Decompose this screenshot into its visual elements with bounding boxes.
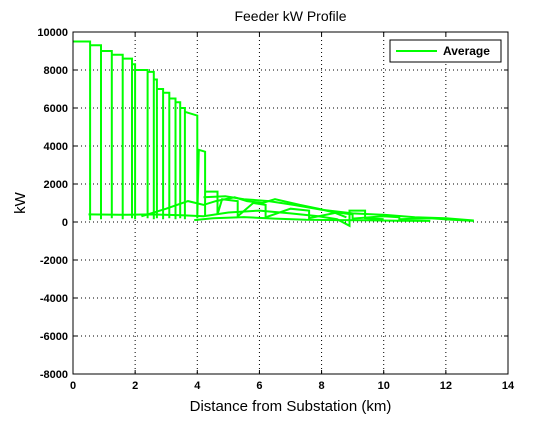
legend-label-average: Average <box>443 44 490 58</box>
legend-box <box>389 39 502 63</box>
y-tick-label: 0 <box>62 217 68 229</box>
plot-series-group <box>73 40 474 228</box>
y-axis-label: kW <box>12 191 29 214</box>
y-tick-label: 6000 <box>44 103 68 115</box>
x-tick-label: 0 <box>70 380 76 392</box>
legend: Average <box>389 39 502 63</box>
x-tick-label: 6 <box>256 380 262 392</box>
x-axis-label: Distance from Substation (km) <box>190 398 392 415</box>
x-tick-label: 12 <box>440 380 452 392</box>
axes-frame <box>72 31 509 375</box>
x-tick-label: 14 <box>502 380 515 392</box>
y-tick-label: -4000 <box>40 293 68 305</box>
series-line-3 <box>203 195 474 222</box>
y-tick-label: 4000 <box>44 141 68 153</box>
y-tick-label: -6000 <box>40 331 68 343</box>
tick-marks <box>72 31 509 375</box>
y-tick-label: -2000 <box>40 255 68 267</box>
tick-labels: 0 2 4 6 8 10 12 14 10000 8000 6000 4000 2000 0 -2000 -4… <box>37 27 515 392</box>
chart-title: Feeder kW Profile <box>234 8 346 24</box>
x-tick-label: 10 <box>378 380 390 392</box>
y-tick-label: -8000 <box>40 369 68 381</box>
series-line-0 <box>73 40 474 222</box>
series-line-1 <box>88 209 384 228</box>
x-tick-label: 8 <box>319 380 325 392</box>
series-line-4 <box>194 216 431 222</box>
x-tick-label: 4 <box>194 380 201 392</box>
y-tick-label: 8000 <box>44 65 68 77</box>
x-tick-label: 2 <box>132 380 138 392</box>
y-tick-label: 10000 <box>37 27 68 39</box>
y-tick-label: 2000 <box>44 179 68 191</box>
